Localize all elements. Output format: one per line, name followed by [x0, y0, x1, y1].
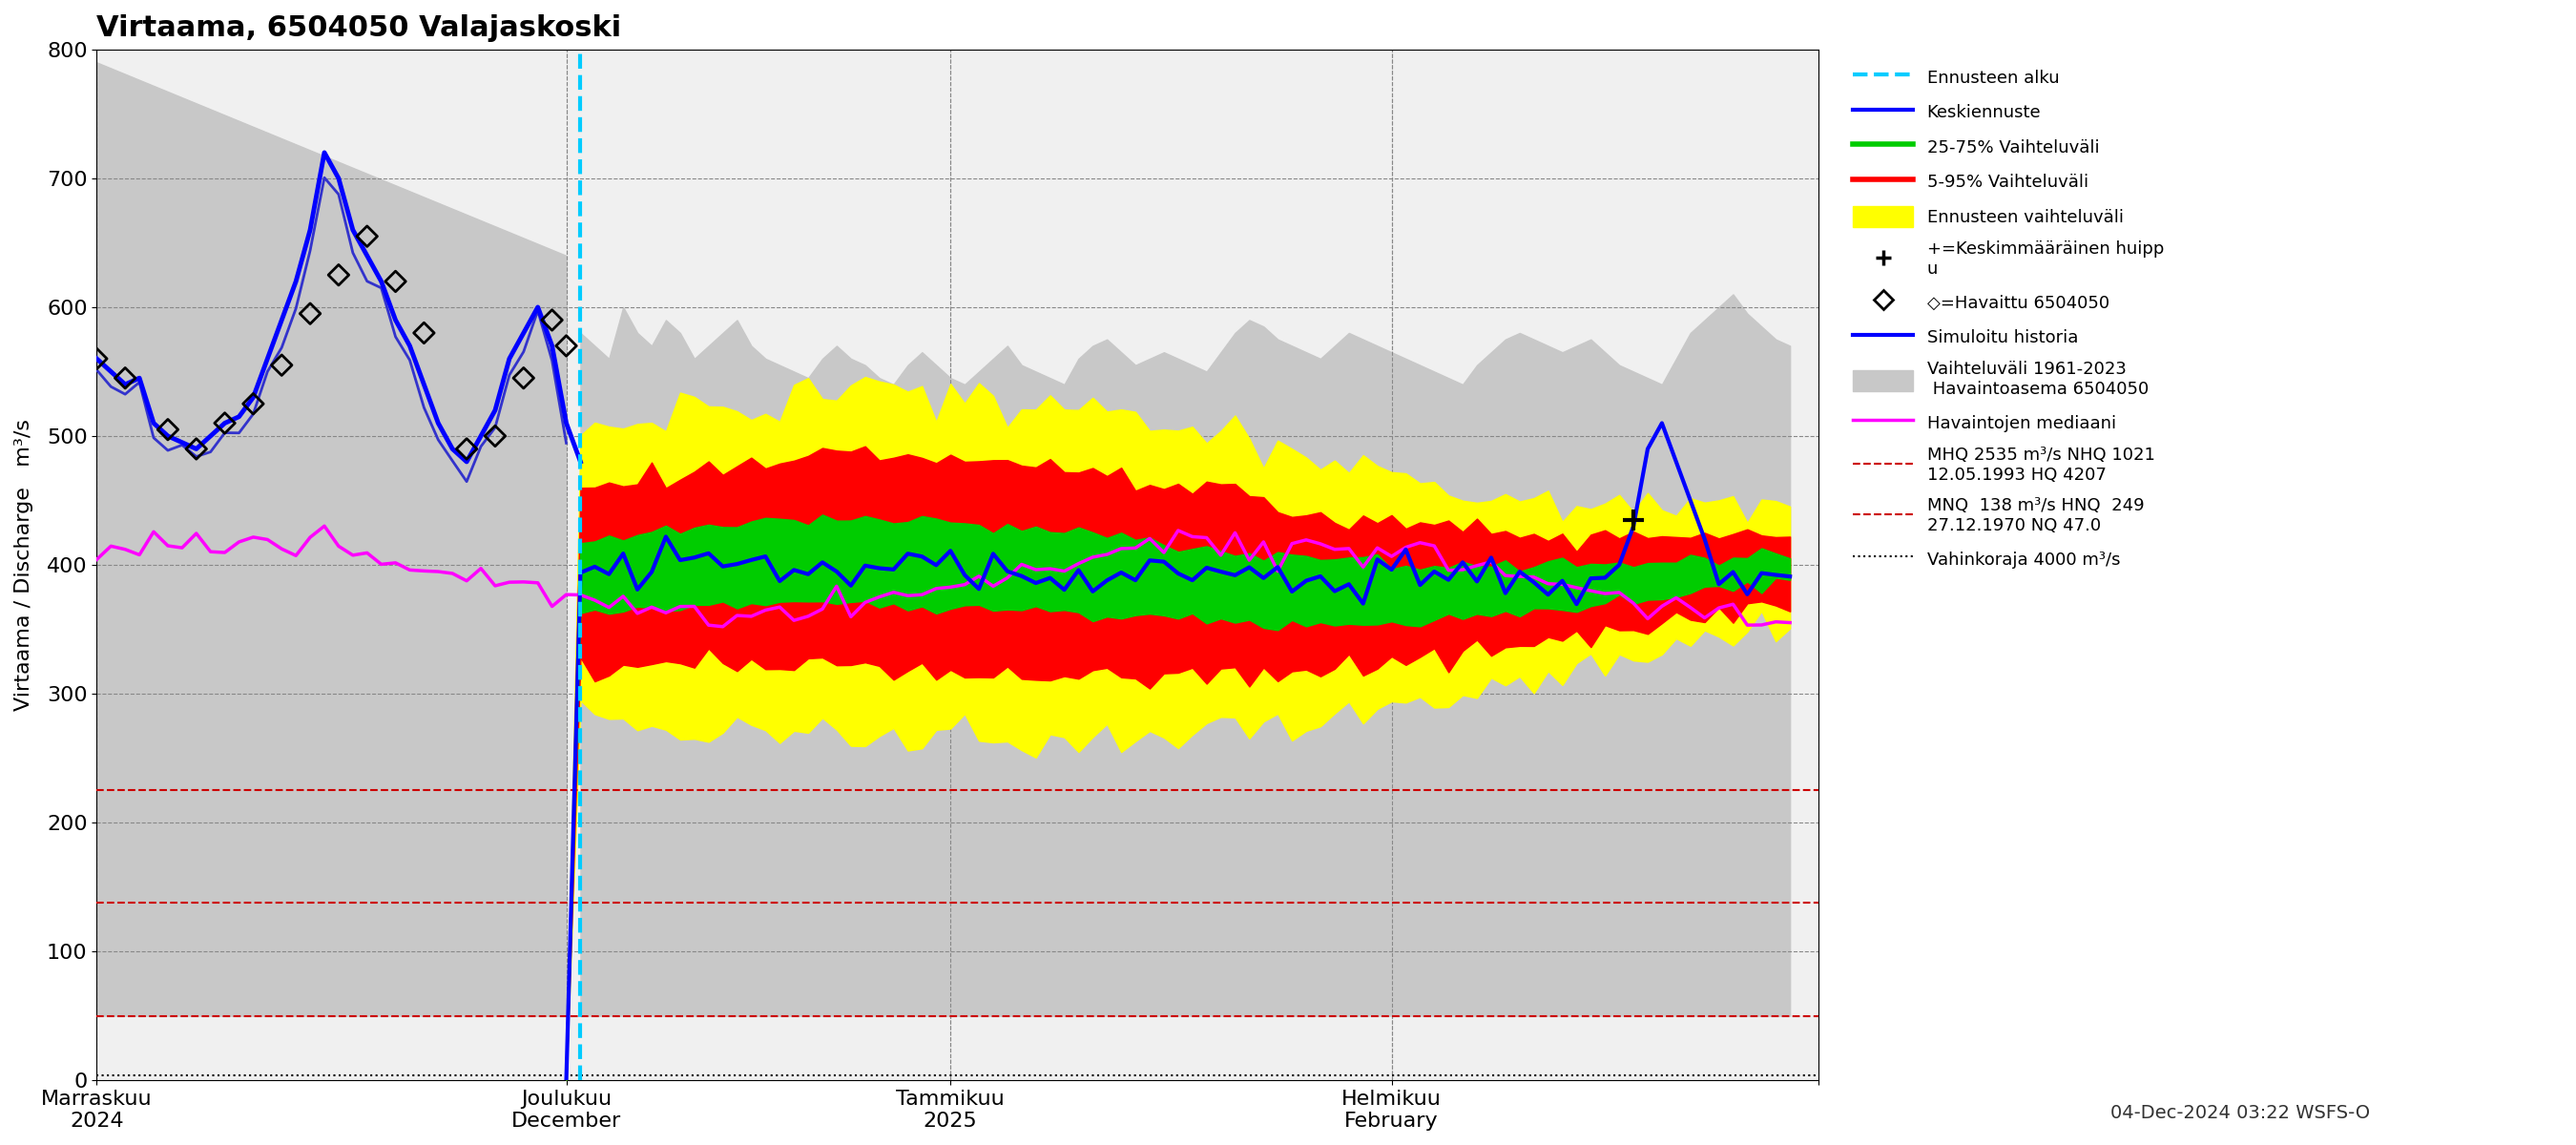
Point: [376, 273, 417, 291]
Point: [531, 311, 572, 330]
Point: [404, 324, 446, 342]
Point: [175, 440, 216, 458]
Point: [546, 337, 587, 355]
Point: [345, 227, 386, 245]
Point: [474, 427, 515, 445]
Point: [77, 349, 118, 368]
Point: [446, 440, 487, 458]
Point: [147, 420, 188, 439]
Point: [260, 356, 301, 374]
Point: [317, 266, 358, 284]
Point: [232, 395, 273, 413]
Text: 04-Dec-2024 03:22 WSFS-O: 04-Dec-2024 03:22 WSFS-O: [2110, 1104, 2370, 1122]
Y-axis label: Virtaama / Discharge   m³/s: Virtaama / Discharge m³/s: [15, 419, 33, 711]
Point: [106, 369, 147, 387]
Legend: Ennusteen alku, Keskiennuste, 25-75% Vaihteluväli, 5-95% Vaihteluväli, Ennusteen: Ennusteen alku, Keskiennuste, 25-75% Vai…: [1844, 58, 2172, 578]
Text: Virtaama, 6504050 Valajaskoski: Virtaama, 6504050 Valajaskoski: [98, 14, 621, 42]
Point: [204, 414, 245, 433]
Point: [289, 305, 330, 323]
Point: [502, 369, 544, 387]
